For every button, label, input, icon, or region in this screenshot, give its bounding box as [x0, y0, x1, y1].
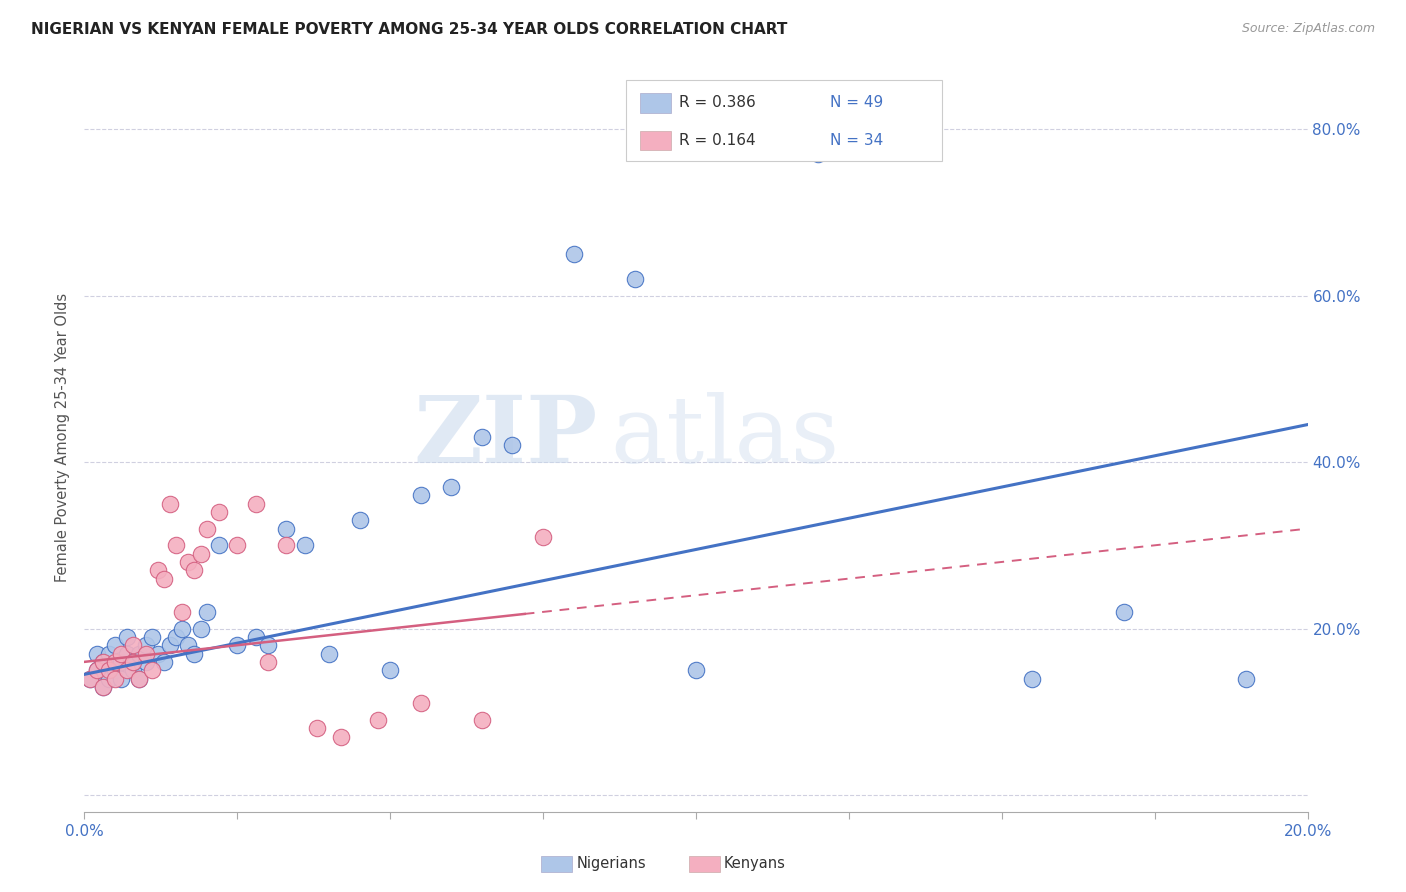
- Point: [177, 638, 200, 652]
- Point: [1236, 672, 1258, 686]
- Point: [86, 647, 108, 661]
- Point: [104, 672, 127, 686]
- Point: [79, 672, 101, 686]
- Point: [226, 538, 249, 552]
- Point: [177, 555, 200, 569]
- Point: [128, 647, 150, 661]
- Point: [91, 680, 114, 694]
- Point: [208, 538, 231, 552]
- Point: [190, 622, 212, 636]
- Point: [183, 563, 205, 577]
- Point: [115, 663, 138, 677]
- Point: [165, 538, 187, 552]
- Point: [122, 663, 145, 677]
- Point: [104, 663, 127, 677]
- Point: [190, 547, 212, 561]
- Point: [330, 730, 353, 744]
- Point: [159, 638, 181, 652]
- Point: [807, 147, 830, 161]
- Point: [115, 647, 138, 661]
- Point: [91, 655, 114, 669]
- Point: [502, 438, 524, 452]
- Point: [409, 488, 432, 502]
- Point: [122, 655, 145, 669]
- Point: [172, 622, 194, 636]
- Point: [245, 630, 267, 644]
- Point: [276, 538, 298, 552]
- Point: [294, 538, 316, 552]
- Point: [110, 647, 132, 661]
- Point: [97, 672, 120, 686]
- Point: [141, 663, 163, 677]
- Text: Kenyans: Kenyans: [724, 856, 786, 871]
- Text: N = 34: N = 34: [830, 133, 883, 148]
- Point: [97, 647, 120, 661]
- Point: [110, 672, 132, 686]
- Point: [195, 522, 218, 536]
- Point: [146, 563, 169, 577]
- Point: [135, 655, 157, 669]
- Point: [245, 497, 267, 511]
- Point: [349, 513, 371, 527]
- Point: [122, 638, 145, 652]
- Point: [122, 655, 145, 669]
- Point: [305, 722, 328, 736]
- Point: [128, 672, 150, 686]
- Point: [172, 605, 194, 619]
- Point: [367, 713, 389, 727]
- Point: [91, 680, 114, 694]
- Point: [531, 530, 554, 544]
- Point: [128, 672, 150, 686]
- Text: NIGERIAN VS KENYAN FEMALE POVERTY AMONG 25-34 YEAR OLDS CORRELATION CHART: NIGERIAN VS KENYAN FEMALE POVERTY AMONG …: [31, 22, 787, 37]
- Point: [471, 430, 494, 444]
- Point: [1021, 672, 1043, 686]
- Point: [1114, 605, 1136, 619]
- Point: [440, 480, 463, 494]
- Point: [79, 672, 101, 686]
- Point: [471, 713, 494, 727]
- Text: ZIP: ZIP: [413, 392, 598, 482]
- Point: [146, 647, 169, 661]
- Point: [153, 655, 176, 669]
- Point: [562, 247, 585, 261]
- Point: [115, 630, 138, 644]
- Point: [141, 630, 163, 644]
- Text: R = 0.386: R = 0.386: [679, 95, 756, 111]
- Point: [110, 655, 132, 669]
- Point: [624, 272, 647, 286]
- Point: [685, 663, 707, 677]
- Point: [165, 630, 187, 644]
- Point: [276, 522, 298, 536]
- Point: [409, 697, 432, 711]
- Text: atlas: atlas: [610, 392, 839, 482]
- Point: [86, 663, 108, 677]
- Point: [97, 663, 120, 677]
- Point: [135, 647, 157, 661]
- Text: Source: ZipAtlas.com: Source: ZipAtlas.com: [1241, 22, 1375, 36]
- Text: N = 49: N = 49: [830, 95, 883, 111]
- Point: [159, 497, 181, 511]
- Point: [183, 647, 205, 661]
- Point: [91, 655, 114, 669]
- Y-axis label: Female Poverty Among 25-34 Year Olds: Female Poverty Among 25-34 Year Olds: [55, 293, 70, 582]
- Point: [380, 663, 402, 677]
- Point: [153, 572, 176, 586]
- Point: [318, 647, 340, 661]
- Point: [86, 663, 108, 677]
- Point: [135, 638, 157, 652]
- Point: [104, 655, 127, 669]
- Point: [257, 638, 280, 652]
- Point: [226, 638, 249, 652]
- Point: [208, 505, 231, 519]
- Point: [257, 655, 280, 669]
- Text: R = 0.164: R = 0.164: [679, 133, 755, 148]
- Text: Nigerians: Nigerians: [576, 856, 647, 871]
- Point: [195, 605, 218, 619]
- Point: [104, 638, 127, 652]
